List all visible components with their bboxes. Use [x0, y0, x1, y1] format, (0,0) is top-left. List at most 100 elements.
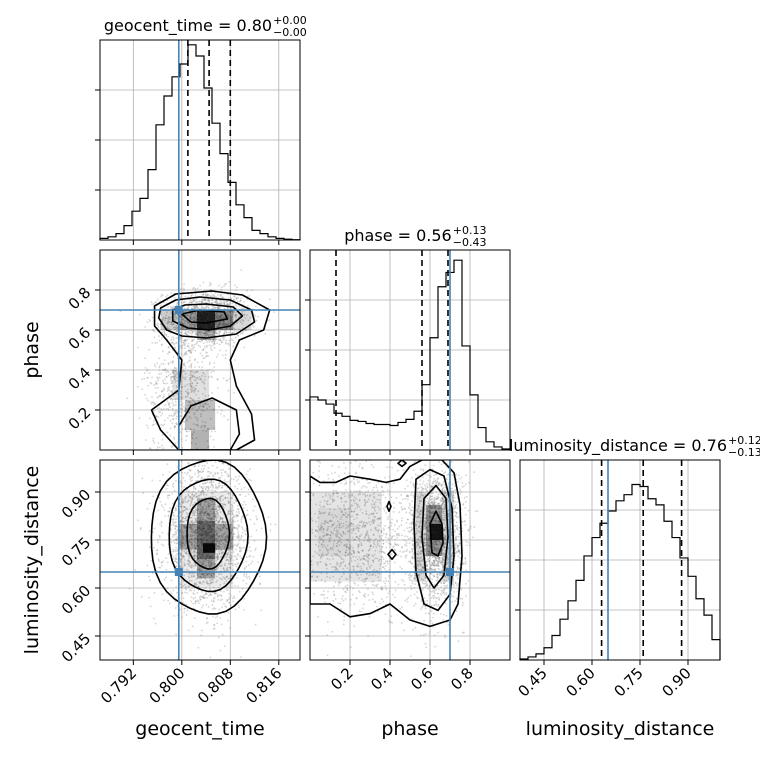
sample-point: [225, 323, 228, 326]
sample-point: [148, 372, 151, 374]
sample-point: [225, 541, 228, 544]
sample-point: [154, 301, 157, 304]
sample-point: [208, 573, 211, 576]
sample-point: [228, 598, 231, 600]
density-cell: [184, 400, 216, 430]
sample-point: [216, 378, 219, 381]
sample-point: [211, 508, 214, 511]
sample-point: [173, 614, 176, 617]
sample-point: [192, 390, 194, 392]
sample-point: [198, 494, 200, 497]
sample-point: [166, 321, 169, 324]
sample-point: [440, 574, 442, 576]
sample-point: [218, 323, 220, 325]
sample-point: [169, 529, 172, 532]
sample-point: [191, 496, 194, 499]
sample-point: [164, 378, 166, 381]
sample-point: [222, 568, 225, 571]
sample-point: [194, 551, 197, 554]
sample-point: [227, 323, 229, 326]
sample-point: [232, 494, 234, 497]
sample-point: [184, 506, 186, 508]
sample-point: [230, 562, 233, 565]
sample-point: [212, 507, 215, 510]
sample-point: [222, 533, 225, 535]
sample-point: [182, 537, 184, 540]
panel-frame: [99, 249, 301, 451]
sample-point: [126, 397, 129, 400]
sample-point: [175, 367, 178, 370]
sample-point: [224, 353, 227, 356]
sample-point: [222, 498, 225, 501]
sample-point: [188, 383, 191, 385]
sample-point: [173, 372, 175, 375]
sample-point: [199, 503, 202, 506]
histogram-phase: [309, 259, 511, 450]
sample-point: [170, 379, 173, 382]
sample-point: [219, 511, 222, 513]
sample-point: [229, 480, 232, 483]
sample-point: [200, 508, 203, 511]
sample-point: [231, 310, 233, 313]
joint-phase-vs-geocent_time: [95, 249, 301, 455]
sample-point: [185, 430, 188, 432]
sample-point: [201, 559, 204, 562]
sample-point: [190, 366, 193, 369]
sample-point: [226, 568, 229, 571]
sample-point: [223, 337, 226, 340]
sample-point: [194, 306, 197, 309]
sample-point: [172, 362, 174, 364]
sample-point: [170, 292, 172, 295]
sample-point: [161, 397, 164, 399]
sample-point: [210, 480, 213, 483]
sample-point: [209, 589, 211, 591]
sample-point: [211, 499, 214, 502]
sample-point: [175, 539, 178, 542]
sample-point: [199, 340, 202, 343]
sample-point: [217, 522, 219, 525]
sample-point: [192, 400, 195, 402]
sample-point: [198, 567, 201, 570]
sample-point: [196, 382, 199, 385]
sample-point: [193, 317, 196, 320]
sample-point: [456, 525, 459, 527]
sample-point: [203, 576, 206, 579]
sample-point: [190, 397, 192, 400]
sample-point: [226, 379, 229, 382]
sample-point: [193, 298, 195, 301]
sample-point: [222, 523, 225, 526]
sample-point: [180, 511, 182, 514]
sample-point: [170, 321, 173, 324]
sample-point: [239, 547, 242, 550]
sample-point: [206, 299, 209, 302]
sample-point: [207, 512, 210, 515]
sample-point: [199, 595, 202, 598]
sample-point: [237, 537, 240, 540]
sample-point: [402, 580, 405, 583]
sample-point: [163, 578, 166, 581]
sample-point: [166, 463, 169, 466]
sample-point: [207, 505, 210, 507]
sample-point: [176, 515, 179, 518]
sample-point: [176, 327, 179, 330]
sample-point: [161, 438, 164, 441]
sample-point: [220, 578, 223, 581]
sample-point: [191, 374, 193, 377]
sample-point: [220, 573, 223, 576]
sample-point: [209, 399, 212, 402]
sample-point: [403, 583, 406, 586]
sample-point: [189, 332, 192, 334]
sample-point: [147, 427, 150, 429]
sample-point: [195, 331, 198, 334]
sample-point: [233, 526, 236, 529]
sample-point: [240, 307, 243, 309]
sample-point: [160, 543, 163, 546]
sample-point: [243, 329, 245, 332]
marginal-title: phase = 0.56 +0.13−0.43: [344, 224, 486, 249]
sample-point: [215, 323, 218, 326]
sample-point: [168, 404, 171, 407]
sample-point: [196, 591, 199, 594]
sample-point: [191, 387, 194, 390]
sample-point: [180, 520, 183, 523]
sample-point: [182, 554, 185, 557]
